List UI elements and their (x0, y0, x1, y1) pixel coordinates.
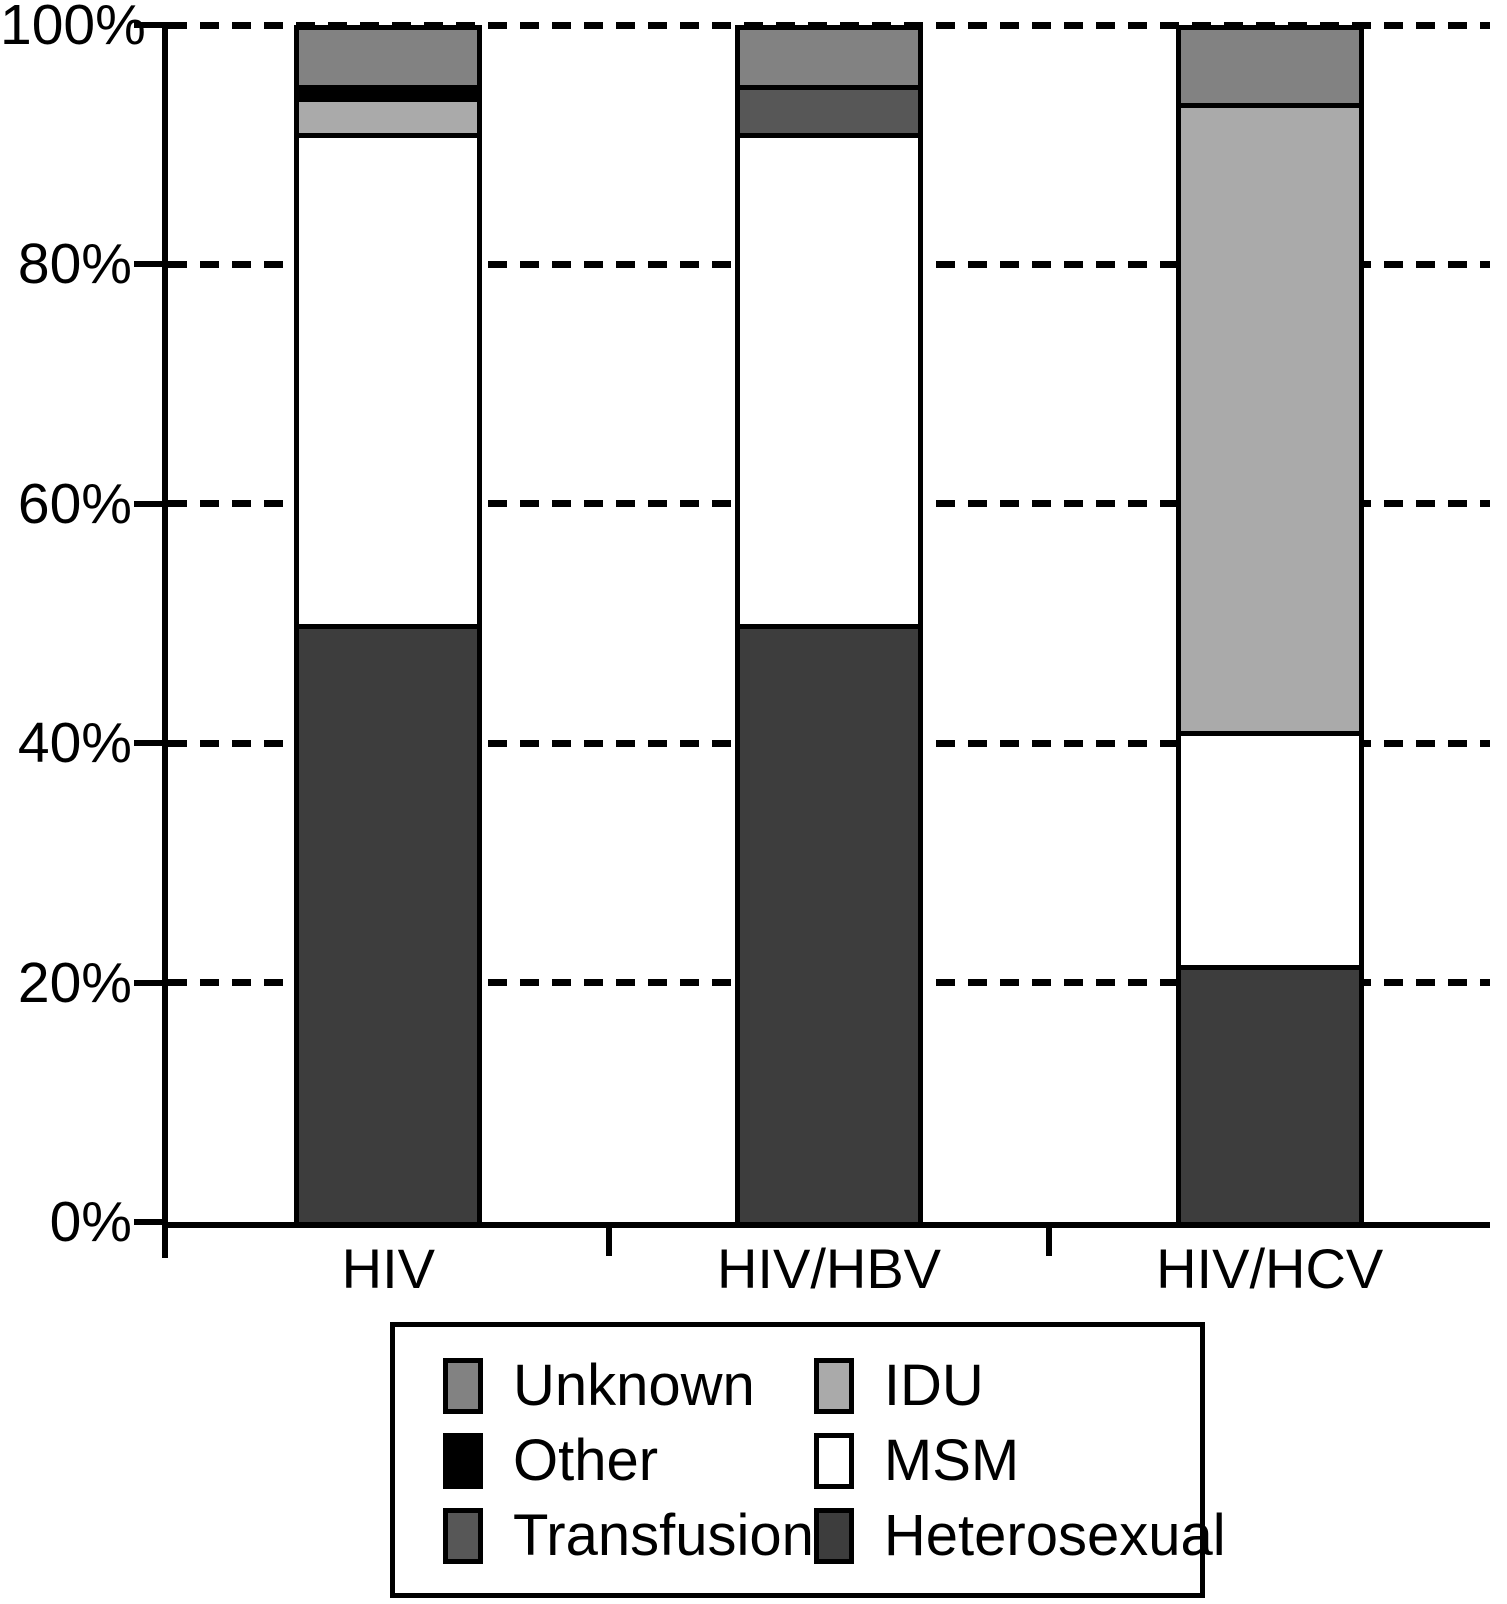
y-tick-label: 40% (17, 711, 132, 776)
legend-item-Transfusion: Transfusion (443, 1502, 814, 1568)
legend-swatch-Heterosexual (813, 1507, 854, 1564)
bar-HIV/HBV (735, 25, 923, 1222)
y-tick-label: 0% (49, 1190, 132, 1254)
y-axis-labels: 0% 20% 40% 60% 80% 100% (0, 0, 148, 1254)
legend: Unknown Other Transfusion IDU MSM Heterosexua… (390, 1322, 1226, 1598)
y-tick-20% (134, 979, 168, 986)
legend-label: IDU (883, 1353, 984, 1419)
bar-HIV/HCV (1175, 25, 1364, 1222)
segment-HIV/HCV-Heterosexual (1180, 964, 1359, 1222)
legend-item-IDU: IDU (813, 1353, 1226, 1419)
bar-HIV (294, 25, 483, 1222)
gridline-100% (168, 21, 1490, 29)
legend-item-Other: Other (443, 1427, 814, 1493)
legend-label: Unknown (513, 1353, 755, 1419)
legend-swatch-Unknown (443, 1358, 483, 1415)
y-tick-label: 20% (17, 950, 132, 1015)
bar-slot-HIV/HBV (609, 25, 1050, 1222)
legend-swatch-IDU (813, 1358, 854, 1415)
y-tick-80% (134, 261, 168, 268)
segment-HIV/HCV-IDU (1180, 102, 1359, 732)
x-axis-labels: HIV HIV/HBV HIV/HCV (168, 1238, 1490, 1300)
plot-area (134, 21, 1490, 1258)
y-tick-label: 80% (17, 232, 132, 297)
x-axis-divider-tick (605, 1222, 612, 1256)
y-tick-100% (134, 22, 168, 28)
bar-slot-HIV (168, 25, 609, 1222)
x-category-label-HIV/HBV: HIV/HBV (716, 1237, 942, 1300)
segment-HIV/HBV-MSM (740, 132, 918, 624)
segment-HIV-Unknown (299, 25, 478, 85)
segment-HIV/HBV-Unknown (740, 25, 918, 85)
legend-item-Unknown: Unknown (443, 1355, 814, 1417)
segment-HIV/HCV-Unknown (1180, 25, 1359, 103)
segment-HIV-Heterosexual (299, 623, 478, 1222)
x-axis-divider-tick (1046, 1222, 1053, 1256)
x-category-label-HIV/HCV: HIV/HCV (1156, 1237, 1384, 1300)
segment-HIV/HBV-Heterosexual (740, 623, 918, 1222)
legend-swatch-MSM (813, 1432, 854, 1489)
x-category-label-HIV: HIV (341, 1237, 436, 1300)
legend-swatch-Other (443, 1432, 483, 1489)
segment-HIV-MSM (299, 132, 478, 624)
legend-item-Heterosexual: Heterosexual (813, 1502, 1226, 1568)
segment-HIV/HBV-Transfusion (740, 84, 918, 133)
segment-HIV-IDU (299, 96, 478, 133)
y-tick-40% (134, 740, 168, 747)
legend-label: MSM (883, 1427, 1020, 1493)
legend-label: Transfusion (513, 1502, 814, 1568)
legend-item-MSM: MSM (813, 1427, 1226, 1493)
segment-HIV-Other (299, 84, 478, 97)
y-tick-60% (134, 500, 168, 507)
legend-swatch-Transfusion (443, 1507, 483, 1564)
y-tick-0% (134, 1219, 168, 1225)
bars-container (168, 25, 1490, 1222)
bar-slot-HIV/HCV (1049, 25, 1490, 1222)
y-axis-line (162, 1222, 168, 1258)
y-tick-label: 60% (17, 471, 132, 536)
legend-label: Other (513, 1427, 659, 1493)
y-tick-label: 100% (0, 0, 146, 57)
segment-HIV/HCV-MSM (1180, 731, 1359, 965)
legend-label: Heterosexual (883, 1502, 1226, 1568)
